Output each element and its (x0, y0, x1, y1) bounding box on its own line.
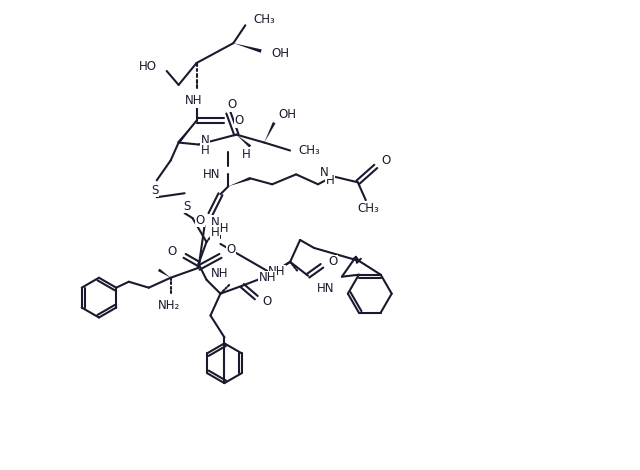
Polygon shape (264, 122, 276, 142)
Text: N: N (319, 166, 328, 179)
Text: O: O (262, 295, 271, 308)
Text: NH: NH (212, 221, 229, 235)
Text: HN: HN (316, 282, 334, 295)
Text: O: O (328, 255, 337, 268)
Text: H: H (211, 226, 220, 238)
Polygon shape (177, 121, 196, 143)
Text: H: H (326, 174, 334, 187)
Text: NH: NH (185, 94, 202, 107)
Text: NH: NH (211, 267, 228, 280)
Polygon shape (228, 177, 251, 186)
Text: H: H (200, 144, 209, 157)
Text: H: H (242, 148, 251, 161)
Text: O: O (168, 245, 177, 258)
Text: NH: NH (259, 271, 276, 284)
Polygon shape (236, 134, 252, 148)
Text: S: S (151, 184, 159, 197)
Text: NH: NH (268, 265, 285, 278)
Text: HO: HO (139, 60, 157, 72)
Text: CH₃: CH₃ (253, 13, 275, 26)
Text: O: O (381, 154, 391, 167)
Text: NH₂: NH₂ (157, 299, 180, 312)
Text: HN: HN (203, 168, 220, 181)
Text: OH: OH (271, 47, 289, 60)
Text: CH₃: CH₃ (298, 144, 320, 157)
Text: N: N (211, 216, 220, 228)
Text: O: O (195, 213, 205, 227)
Text: O: O (227, 243, 236, 257)
Text: OH: OH (278, 108, 296, 121)
Text: S: S (183, 200, 190, 212)
Polygon shape (234, 43, 262, 53)
Text: O: O (228, 98, 237, 111)
Polygon shape (158, 268, 171, 278)
Text: N: N (200, 134, 209, 147)
Text: CH₃: CH₃ (357, 202, 379, 215)
Text: O: O (234, 114, 244, 127)
